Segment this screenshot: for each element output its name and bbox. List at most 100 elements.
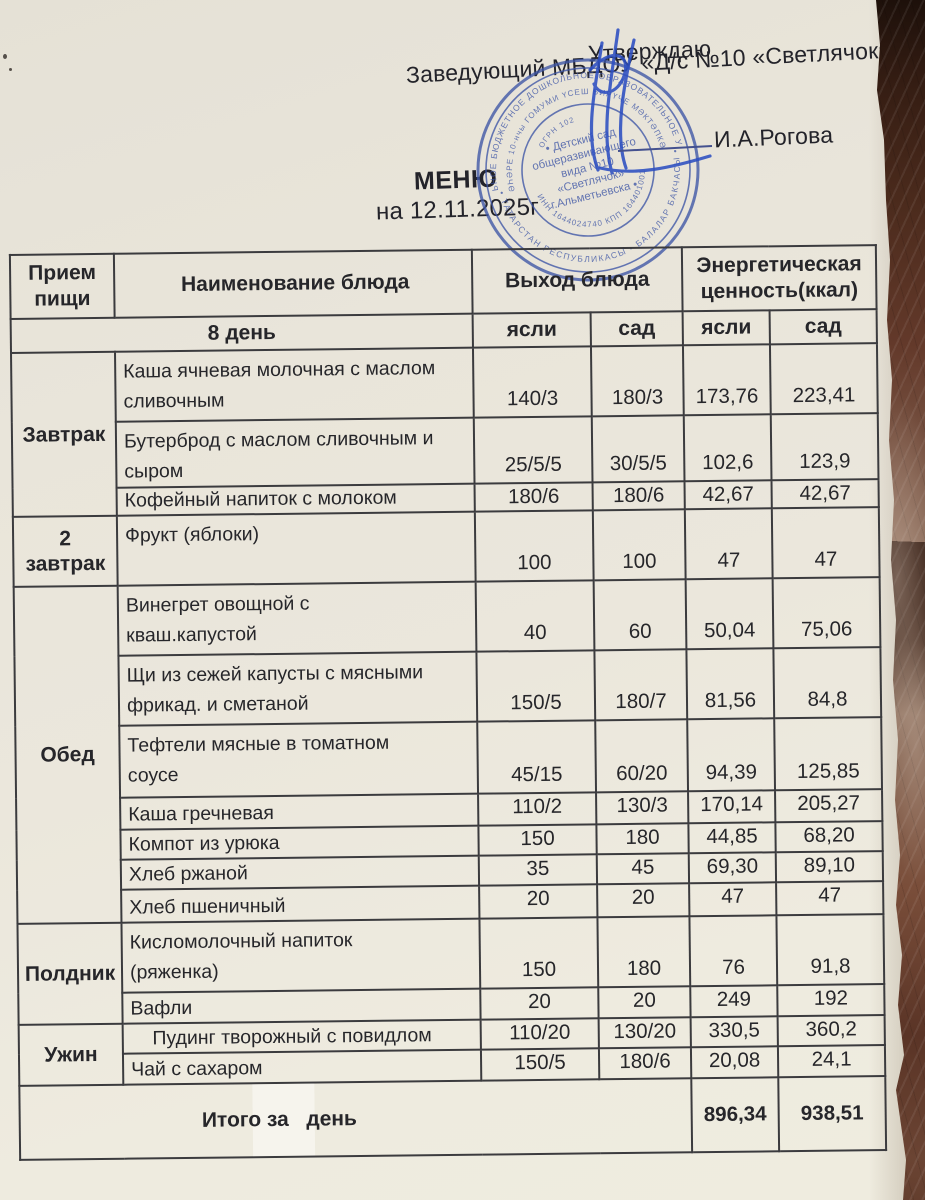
menu-row: Обед Винегрет овощной с кваш.капустой 40 60 5…: [13, 577, 881, 924]
portion-yasli: 150/5: [480, 1048, 600, 1081]
kcal-sad: 75,06: [772, 577, 881, 649]
menu-row: Тефтели мясные в томатном соусе 45/15 60/20…: [15, 717, 883, 799]
kcal-sad: 24,1: [777, 1045, 886, 1078]
dish-name: Фрукт (яблоки): [116, 511, 476, 586]
kcal-sad: 205,27: [775, 789, 883, 823]
portion-sad: 60/20: [595, 719, 689, 793]
dish-name: Кофейный напиток с молоком: [116, 483, 475, 516]
kcal-sad: 47: [771, 507, 880, 579]
portion-yasli: 110/20: [480, 1018, 599, 1050]
kcal-sad: 123,9: [770, 413, 879, 481]
meal-label: Завтрак: [11, 351, 117, 517]
dish-name: Тефтели мясные в томатном соусе: [119, 721, 479, 798]
kcal-sad: 84,8: [773, 647, 882, 719]
kcal-sad: 47: [776, 881, 884, 916]
kcal-yasli: 94,39: [687, 718, 776, 792]
kcal-yasli: 249: [690, 985, 778, 1018]
portion-sad: 45: [596, 853, 690, 885]
dish-name: Компот из урюка: [120, 825, 479, 860]
portion-yasli: 100: [474, 510, 594, 582]
subheader-sad-kcal: сад: [769, 309, 877, 345]
portion-yasli: 150: [479, 917, 599, 989]
paper-speck: [3, 54, 7, 59]
dish-name: Чай с сахаром: [122, 1049, 482, 1085]
kcal-sad: 68,20: [775, 821, 883, 853]
header-output: Выход блюда: [471, 247, 683, 314]
portion-sad: 100: [592, 509, 686, 581]
kcal-sad: 192: [777, 984, 885, 1017]
total-label: Итого за день: [19, 1078, 693, 1160]
portion-yasli: 45/15: [477, 720, 597, 794]
portion-yasli: 35: [478, 854, 598, 886]
paper-speck: [9, 68, 12, 71]
signature-line: [617, 145, 713, 152]
subheader-yasli-kcal: ясли: [682, 310, 770, 346]
kcal-yasli: 170,14: [688, 790, 776, 824]
portion-sad: 180: [597, 916, 691, 988]
portion-sad: 20: [597, 883, 690, 918]
portion-yasli: 40: [475, 580, 595, 652]
menu-row: 2 завтрак Фрукт (яблоки) 100 100 47 47: [12, 507, 880, 587]
stamp-ring: [485, 67, 691, 273]
header-dish: Наименование блюда: [113, 249, 473, 318]
portion-sad: 180/7: [594, 649, 688, 721]
kcal-sad: 42,67: [771, 479, 879, 509]
day-label: 8 день: [10, 313, 473, 353]
portion-sad: 180/3: [590, 345, 684, 417]
meal-label: Ужин: [18, 1023, 124, 1086]
table-header-row: Прием пищи Наименование блюда Выход блюд…: [9, 245, 877, 319]
menu-row: Полдник Кисломолочный напиток (ряженка) 150…: [17, 914, 885, 1025]
kcal-yasli: 44,85: [688, 822, 776, 854]
subheader-yasli-output: ясли: [472, 312, 591, 348]
menu-row: Щи из сежей капусты с мясными фрикад. и с…: [14, 647, 882, 727]
kcal-yasli: 76: [689, 915, 778, 987]
dish-name: Вафли: [122, 988, 481, 1024]
kcal-yasli: 20,08: [690, 1046, 779, 1079]
portion-yasli: 25/5/5: [473, 416, 593, 484]
menu-row: Завтрак Каша ячневая молочная с маслом сли…: [11, 343, 878, 517]
dish-name: Пудинг творожный с повидлом: [122, 1019, 481, 1054]
kcal-yasli: 42,67: [684, 480, 772, 510]
portion-yasli: 150/5: [476, 650, 596, 722]
portion-sad: 180/6: [598, 1047, 692, 1080]
meal-label: Обед: [13, 585, 122, 924]
kcal-yasli: 47: [684, 508, 773, 580]
total-kcal-sad: 938,51: [778, 1076, 887, 1152]
kcal-yasli: 50,04: [685, 578, 774, 650]
subheader-sad-output: сад: [590, 311, 683, 347]
kcal-yasli: 102,6: [683, 414, 772, 482]
meal-label: Полдник: [17, 922, 123, 1025]
portion-sad: 130/3: [596, 791, 689, 825]
dish-name: Винегрет овощной с кваш.капустой: [117, 581, 477, 656]
stamp-inner-ring: [521, 103, 655, 237]
header-energy: Энергетическая ценность(ккал): [681, 245, 877, 312]
signature-scribble: [588, 28, 713, 175]
kcal-sad: 360,2: [777, 1015, 885, 1047]
portion-sad: 130/20: [598, 1017, 691, 1049]
portion-yasli: 150: [478, 824, 597, 856]
dish-name: Хлеб пшеничный: [121, 885, 480, 923]
kcal-yasli: 69,30: [688, 852, 777, 884]
portion-yasli: 20: [479, 884, 598, 919]
kcal-sad: 89,10: [775, 851, 884, 883]
kcal-yasli: 330,5: [690, 1016, 778, 1048]
menu-table: Прием пищи Наименование блюда Выход блюд…: [9, 244, 887, 1161]
portion-sad: 180: [596, 823, 689, 855]
kcal-sad: 223,41: [769, 343, 878, 415]
total-kcal-yasli: 896,34: [691, 1077, 780, 1153]
dish-name: Хлеб ржаной: [120, 855, 480, 890]
menu-row: Бутерброд с маслом сливочным и сыром 25/5/…: [12, 413, 879, 489]
portion-yasli: 180/6: [474, 482, 593, 512]
dish-name: Щи из сежей капусты с мясными фрикад. и с…: [118, 651, 478, 726]
portion-sad: 20: [598, 986, 691, 1019]
kcal-yasli: 47: [689, 882, 777, 917]
kcal-sad: 91,8: [776, 914, 885, 986]
kcal-yasli: 81,56: [686, 648, 775, 720]
portion-yasli: 140/3: [472, 346, 592, 418]
portion-sad: 180/6: [592, 481, 685, 511]
meal-label: 2 завтрак: [12, 515, 118, 587]
stamp-outer-ring: [476, 58, 700, 282]
dish-name: Каша гречневая: [120, 793, 479, 830]
